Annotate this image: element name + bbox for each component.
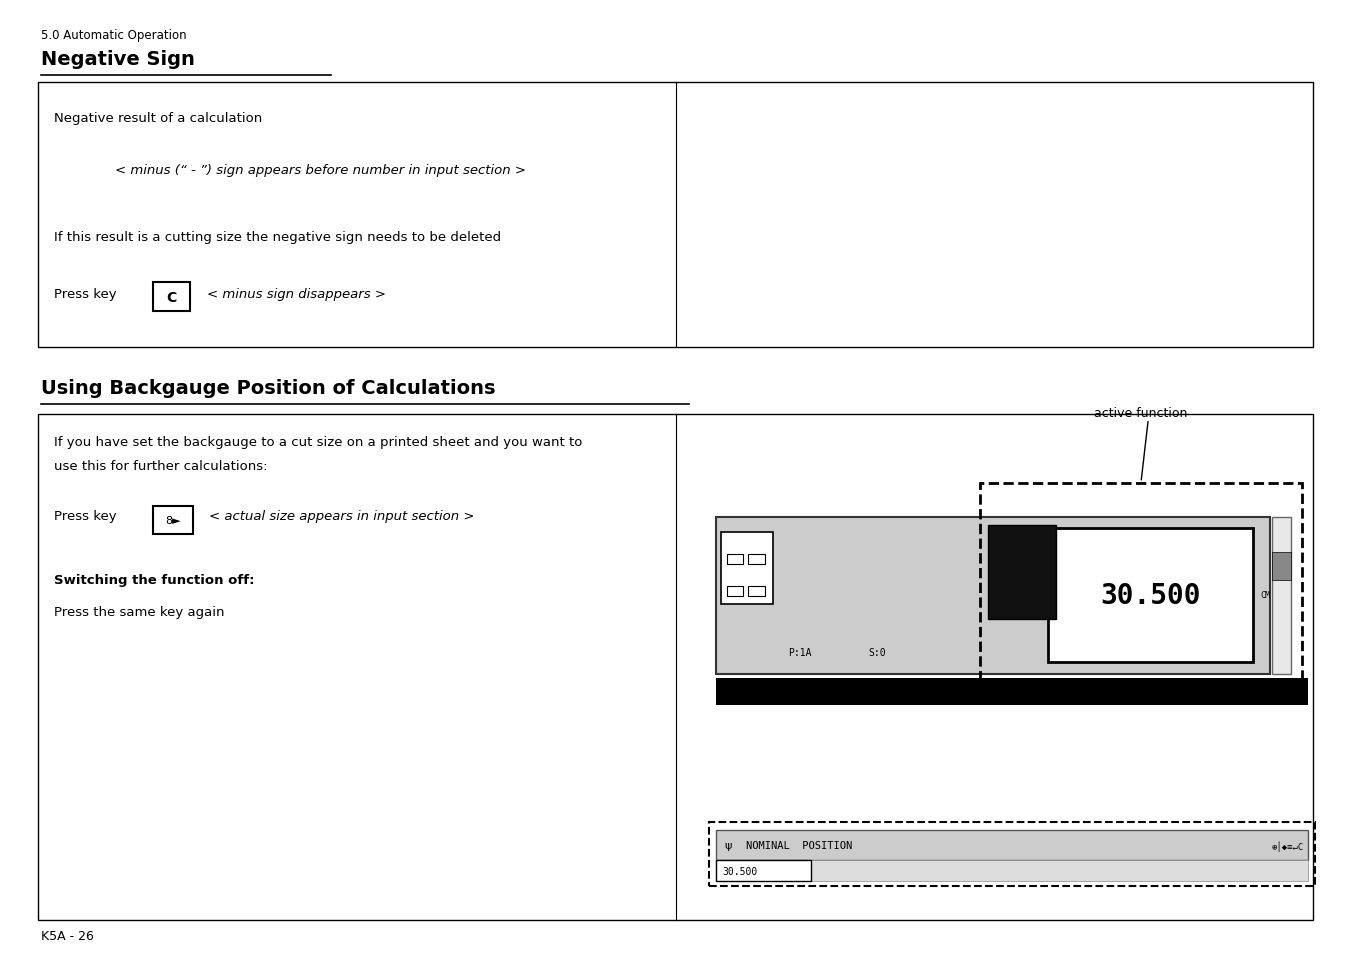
Text: use this for further calculations:: use this for further calculations:: [54, 459, 267, 473]
Bar: [748, 586, 765, 597]
Bar: [716, 679, 1308, 705]
Bar: [153, 283, 190, 312]
Bar: [153, 506, 193, 535]
Text: ⊕│◆≡↵C: ⊕│◆≡↵C: [1271, 840, 1304, 851]
Text: < minus (“ - ”) sign appears before number in input section >: < minus (“ - ”) sign appears before numb…: [115, 164, 526, 177]
Text: K5A - 26: K5A - 26: [41, 928, 93, 942]
Text: Switching the function off:: Switching the function off:: [54, 574, 254, 587]
Text: NOMINAL  POSITION: NOMINAL POSITION: [746, 841, 852, 850]
Bar: [1273, 552, 1292, 580]
Bar: [721, 533, 773, 604]
Text: S:0: S:0: [869, 648, 886, 658]
Text: Press key: Press key: [54, 510, 116, 523]
Text: If you have set the backgauge to a cut size on a printed sheet and you want to: If you have set the backgauge to a cut s…: [54, 436, 582, 449]
Bar: [748, 555, 765, 564]
Bar: [38, 415, 1313, 920]
Text: 5.0 Automatic Operation: 5.0 Automatic Operation: [41, 29, 186, 42]
Text: 8►: 8►: [1015, 566, 1029, 579]
Bar: [727, 555, 743, 564]
Bar: [979, 483, 1302, 682]
Text: P:1A: P:1A: [788, 648, 811, 658]
Text: ψ: ψ: [724, 841, 731, 850]
Text: Press key: Press key: [54, 288, 116, 301]
Text: Negative result of a calculation: Negative result of a calculation: [54, 112, 262, 125]
Bar: [38, 83, 1313, 348]
Text: CM: CM: [1260, 591, 1270, 599]
Bar: [716, 861, 811, 882]
Bar: [1273, 517, 1292, 675]
Text: If this result is a cutting size the negative sign needs to be deleted: If this result is a cutting size the neg…: [54, 231, 501, 244]
Text: < actual size appears in input section >: < actual size appears in input section >: [209, 510, 476, 523]
Text: Press the same key again: Press the same key again: [54, 605, 224, 618]
Text: 30.500: 30.500: [723, 866, 758, 876]
Text: C: C: [166, 291, 177, 304]
Bar: [811, 861, 1308, 882]
Bar: [1048, 529, 1254, 662]
Text: active function: active function: [1094, 406, 1188, 419]
Text: Negative Sign: Negative Sign: [41, 50, 195, 69]
Bar: [716, 830, 1308, 861]
Text: 30.500: 30.500: [1101, 581, 1201, 609]
Bar: [781, 517, 1086, 675]
Bar: [727, 586, 743, 597]
Bar: [716, 517, 1270, 675]
Text: < minus sign disappears >: < minus sign disappears >: [207, 288, 385, 301]
Text: Using Backgauge Position of Calculations: Using Backgauge Position of Calculations: [41, 378, 494, 397]
Bar: [988, 525, 1055, 619]
Bar: [709, 822, 1315, 886]
Text: 8►: 8►: [165, 516, 181, 525]
